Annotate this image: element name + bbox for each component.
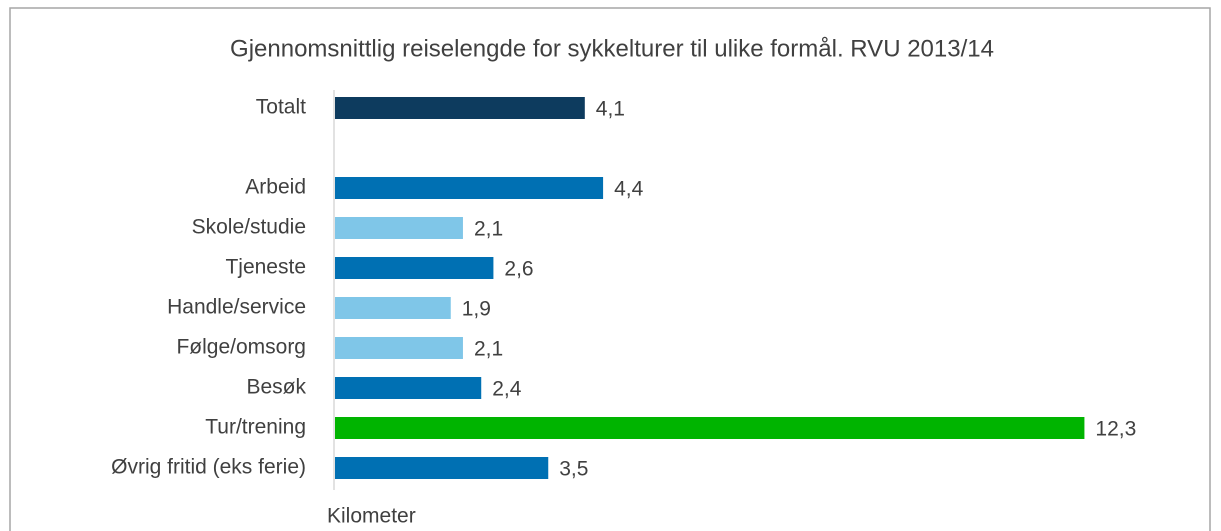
value-label: 2,1 xyxy=(474,338,503,361)
y-tick-label: Totalt xyxy=(256,96,306,119)
y-tick-label: Tur/trening xyxy=(205,416,306,439)
y-tick-label: Følge/omsorg xyxy=(176,336,306,359)
value-label: 2,1 xyxy=(474,218,503,241)
bar xyxy=(335,217,463,239)
value-label: 2,6 xyxy=(504,258,533,281)
value-label: 4,1 xyxy=(596,98,625,121)
chart-title: Gjennomsnittlig reiselengde for sykkeltu… xyxy=(230,35,994,62)
bar xyxy=(335,297,451,319)
value-label: 12,3 xyxy=(1095,418,1136,441)
y-tick-label: Øvrig fritid (eks ferie) xyxy=(111,456,306,479)
bar xyxy=(335,257,494,279)
y-tick-label: Skole/studie xyxy=(192,216,306,239)
bar xyxy=(335,337,463,359)
y-tick-label: Tjeneste xyxy=(225,256,306,279)
value-label: 2,4 xyxy=(492,378,522,401)
bar xyxy=(335,177,604,199)
bar xyxy=(335,457,549,479)
y-tick-label: Besøk xyxy=(246,376,306,399)
y-tick-label: Arbeid xyxy=(245,176,306,199)
value-label: 3,5 xyxy=(559,458,588,481)
y-tick-label: Handle/service xyxy=(167,296,306,319)
x-axis-label: Kilometer xyxy=(327,505,416,528)
bar xyxy=(335,417,1085,439)
bar xyxy=(335,377,482,399)
value-label: 4,4 xyxy=(614,178,644,201)
bar xyxy=(335,97,585,119)
chart-frame xyxy=(9,7,1211,531)
value-label: 1,9 xyxy=(462,298,491,321)
